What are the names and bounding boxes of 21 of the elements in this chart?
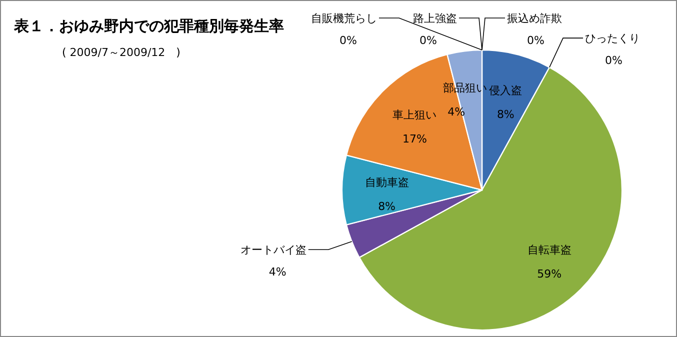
data-label: 17%: [402, 132, 427, 146]
text: 0%: [527, 34, 544, 47]
slice-label: 侵入盗: [489, 84, 522, 97]
data-label: 4%: [268, 266, 286, 279]
category-label: 振込め詐欺: [507, 12, 562, 25]
category-label: ひったくり: [585, 32, 640, 46]
data-label: 59%: [537, 267, 562, 280]
text: 0%: [420, 34, 437, 47]
text: ( 2009/7～2009/12 ): [62, 46, 180, 59]
text: 0%: [605, 54, 622, 68]
category-label: 路上強盗: [413, 12, 457, 25]
data-label: 8%: [496, 108, 514, 121]
slice-label: 車上狙い: [392, 108, 437, 122]
slice-label: 部品狙い: [443, 82, 488, 95]
text: 0%: [340, 34, 357, 47]
slice-label: オートバイ盗: [240, 244, 306, 257]
slice-label: 自転車盗: [527, 243, 572, 256]
slice-label: 自動車盗: [364, 176, 409, 189]
chart-title: 表１．おゆみ野内での犯罪種別毎発生率: [13, 17, 284, 35]
data-label: 8%: [378, 200, 396, 213]
category-label: 自販機荒らし: [311, 12, 377, 25]
